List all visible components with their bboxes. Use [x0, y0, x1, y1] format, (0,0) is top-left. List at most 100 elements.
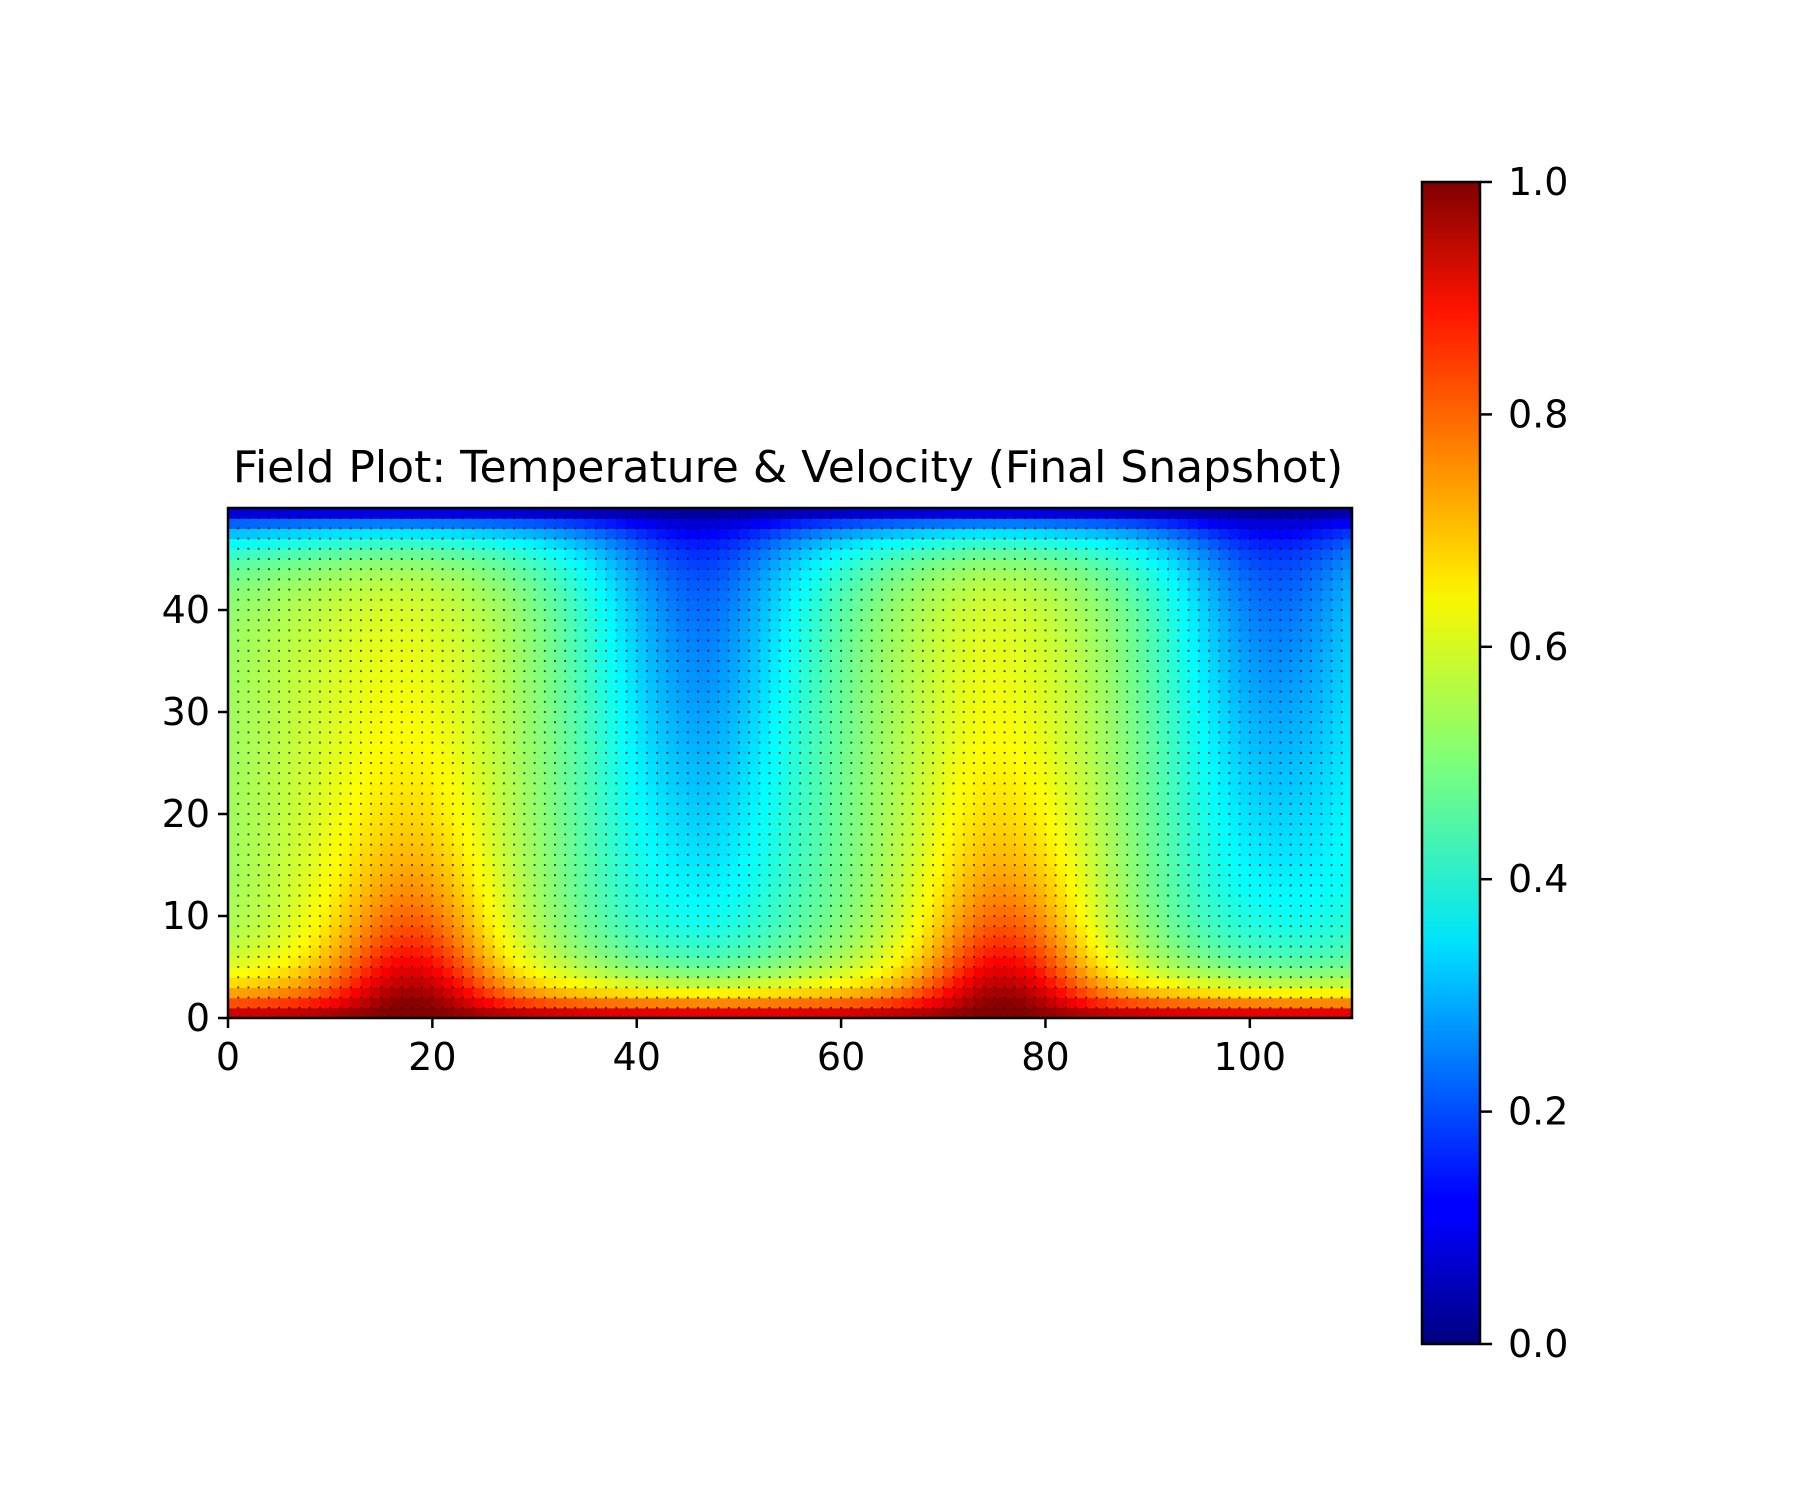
heatmap-cell [933, 559, 944, 570]
heatmap-cell [820, 569, 832, 580]
heatmap-cell [595, 905, 607, 917]
heatmap-cell [636, 548, 648, 560]
heatmap-cell [411, 589, 423, 601]
heatmap-cell [1311, 732, 1322, 744]
heatmap-cell [319, 824, 331, 835]
heatmap-cell [1331, 773, 1343, 784]
heatmap-cell [984, 559, 995, 570]
heatmap-cell [943, 895, 955, 907]
heatmap-cell [626, 681, 638, 693]
heatmap-cell [1219, 712, 1230, 723]
heatmap-cell [718, 732, 730, 744]
heatmap-cell [698, 691, 709, 703]
heatmap-cell [1208, 916, 1220, 927]
heatmap-cell [1025, 559, 1036, 570]
heatmap-cell [1290, 997, 1302, 1009]
heatmap-cell [1249, 620, 1261, 631]
heatmap-cell [1137, 854, 1149, 866]
heatmap-cell [483, 579, 495, 591]
heatmap-cell [1178, 854, 1190, 866]
heatmap-cell [319, 681, 331, 693]
heatmap-cell [268, 936, 280, 948]
heatmap-cell [657, 936, 668, 948]
heatmap-cell [1311, 752, 1322, 764]
heatmap-cell [268, 752, 280, 764]
heatmap-cell [473, 752, 485, 764]
heatmap-cell [595, 773, 607, 784]
heatmap-cell [258, 814, 270, 825]
heatmap-cell [1219, 752, 1230, 764]
heatmap-cell [289, 599, 301, 611]
heatmap-cell [371, 926, 382, 937]
heatmap-cell [544, 773, 556, 784]
heatmap-cell [871, 742, 883, 754]
heatmap-cell [565, 650, 577, 662]
heatmap-cell [1055, 640, 1067, 652]
heatmap-cell [994, 824, 1006, 835]
heatmap-cell [289, 579, 301, 591]
heatmap-cell [1208, 875, 1220, 886]
heatmap-cell [1055, 579, 1067, 591]
heatmap-cell [1137, 803, 1149, 815]
heatmap-cell [646, 589, 658, 601]
heatmap-cell [248, 875, 260, 886]
heatmap-cell [779, 599, 791, 611]
heatmap-cell [646, 834, 658, 846]
heatmap-cell [1116, 977, 1128, 988]
heatmap-cell [1168, 865, 1179, 876]
heatmap-cell [1168, 579, 1179, 591]
heatmap-cell [258, 732, 270, 744]
heatmap-cell [984, 854, 995, 866]
heatmap-cell [1311, 701, 1322, 713]
heatmap-cell [1014, 936, 1026, 948]
heatmap-cell [892, 967, 903, 978]
heatmap-cell [1249, 997, 1261, 1009]
heatmap-cell [1239, 885, 1251, 897]
heatmap-cell [1014, 701, 1026, 713]
heatmap-cell [309, 610, 321, 621]
heatmap-cell [289, 865, 301, 876]
heatmap-cell [800, 610, 812, 621]
heatmap-cell [1300, 742, 1312, 754]
heatmap-cell [422, 722, 433, 733]
heatmap-cell [708, 599, 720, 611]
heatmap-cell [759, 814, 771, 825]
heatmap-cell [841, 763, 852, 774]
heatmap-cell [452, 926, 464, 937]
heatmap-cell [1137, 599, 1149, 611]
heatmap-cell [749, 803, 760, 815]
heatmap-cell [728, 732, 740, 744]
heatmap-cell [248, 548, 260, 560]
heatmap-cell [841, 742, 852, 754]
heatmap-cell [1045, 712, 1057, 723]
heatmap-cell [790, 967, 801, 978]
heatmap-cell [1025, 905, 1036, 917]
heatmap-cell [687, 701, 699, 713]
heatmap-cell [1055, 844, 1067, 856]
heatmap-cell [585, 640, 597, 652]
heatmap-cell [749, 773, 760, 784]
heatmap-cell [963, 885, 975, 897]
heatmap-cell [738, 967, 750, 978]
heatmap-cell [759, 895, 771, 907]
heatmap-cell [493, 630, 505, 642]
heatmap-cell [851, 783, 863, 795]
heatmap-cell [1004, 640, 1016, 652]
heatmap-cell [258, 773, 270, 784]
heatmap-cell [289, 691, 301, 703]
heatmap-cell [1331, 712, 1343, 723]
heatmap-cell [340, 569, 352, 580]
heatmap-cell [1260, 936, 1271, 948]
heatmap-cell [841, 732, 852, 744]
heatmap-cell [1076, 620, 1087, 631]
heatmap-cell [626, 895, 638, 907]
heatmap-cell [289, 640, 301, 652]
heatmap-cell [830, 946, 842, 958]
heatmap-cell [1321, 752, 1333, 764]
heatmap-cell [636, 1007, 648, 1018]
heatmap-cell [289, 854, 301, 866]
heatmap-cell [902, 630, 914, 642]
heatmap-cell [1270, 559, 1282, 570]
heatmap-cell [779, 844, 791, 856]
heatmap-cell [1219, 681, 1230, 693]
